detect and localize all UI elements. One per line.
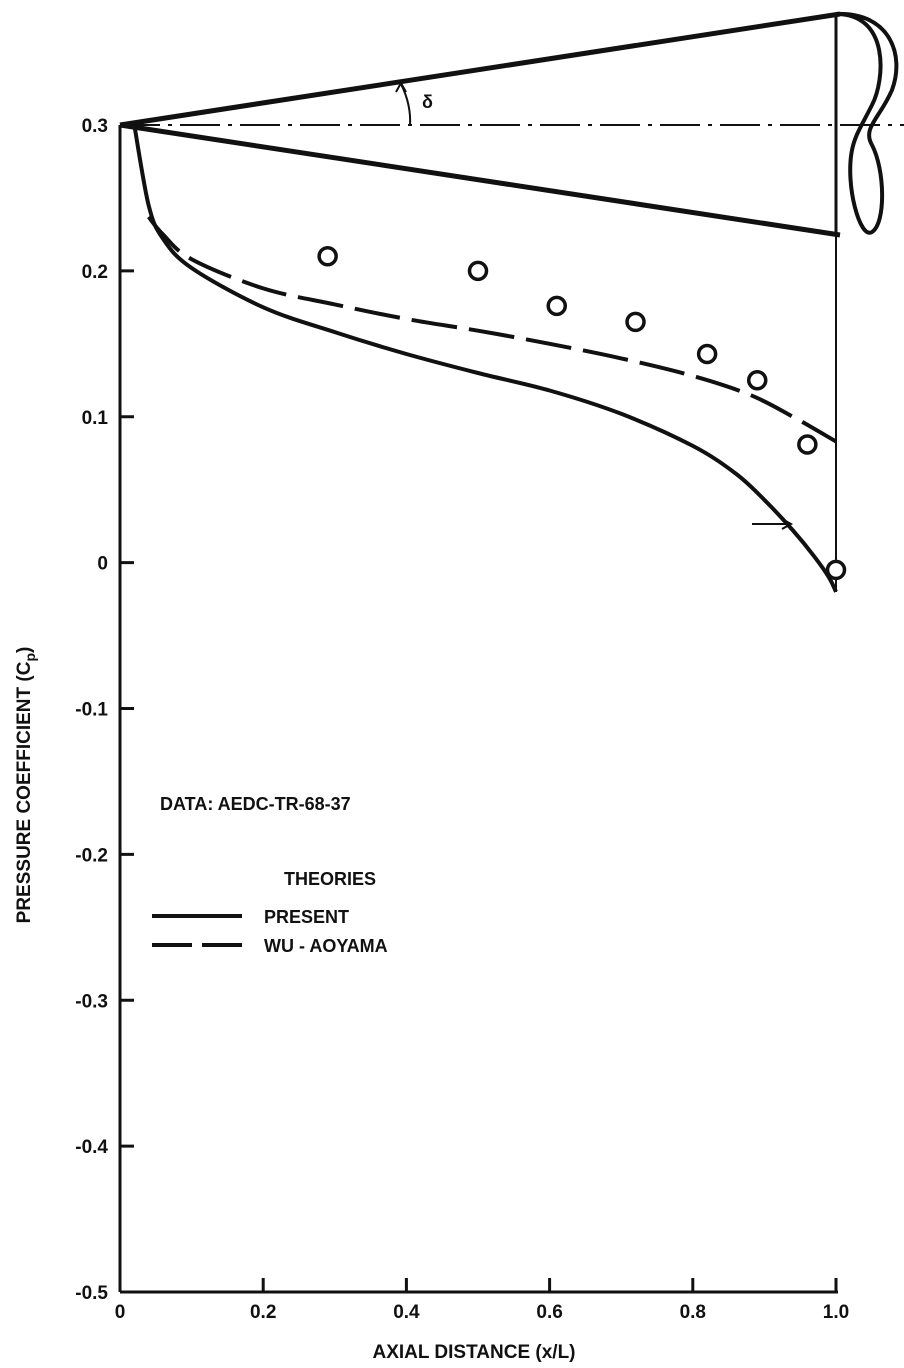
cone-illustration — [119, 11, 904, 238]
data-point-circle — [625, 311, 646, 333]
cone-upper-edge — [119, 11, 841, 128]
y-axis-title-main: PRESSURE COEFFICIENT (C — [14, 661, 35, 923]
data-point-circle — [797, 434, 818, 455]
x-tick-label: 0 — [115, 1302, 126, 1323]
cone-lower-edge — [119, 122, 841, 238]
axes — [118, 125, 838, 1294]
series-layer — [132, 124, 847, 593]
y-ticks: 0.3 0.2 0.1 0 -0.1 -0.2 -0.3 -0.4 -0.5 — [75, 116, 134, 1304]
data-point-circle — [696, 343, 718, 365]
y-tick-label: -0.2 — [75, 845, 108, 866]
cone-base-cross-section — [835, 11, 899, 235]
y-tick-label: -0.4 — [75, 1137, 108, 1158]
legend: PRESENT WU - AOYAMA — [152, 907, 388, 956]
series-line-wu-aoyama — [147, 215, 837, 444]
angle-label: δ — [422, 92, 433, 112]
data-point-circle — [746, 370, 768, 391]
series-line-present — [132, 124, 838, 593]
y-tick-label: 0 — [97, 554, 108, 575]
y-tick-label: 0.3 — [82, 116, 108, 137]
y-tick-label: -0.1 — [75, 700, 108, 721]
x-tick-label: 0.2 — [250, 1302, 276, 1323]
y-tick-label: 0.1 — [82, 408, 109, 429]
legend-wu-aoyama-label: WU - AOYAMA — [264, 936, 388, 956]
data-point-circle — [317, 246, 338, 267]
y-axis-title: PRESSURE COEFFICIENT (Cp) — [14, 647, 38, 924]
angle-arrow-icon — [395, 80, 407, 93]
x-tick-label: 1.0 — [823, 1302, 849, 1323]
legend-present-label: PRESENT — [264, 907, 349, 927]
x-tick-label: 0.6 — [536, 1302, 562, 1323]
data-source-label: DATA: AEDC-TR-68-37 — [160, 794, 351, 814]
y-tick-label: -0.5 — [75, 1283, 108, 1304]
data-point-circle — [467, 260, 489, 282]
data-point-circle — [825, 559, 847, 581]
y-tick-label: 0.2 — [82, 262, 108, 283]
x-tick-label: 0.4 — [393, 1302, 420, 1323]
x-ticks: 0 0.2 0.4 0.6 0.8 1.0 — [115, 1278, 849, 1323]
y-tick-label: -0.3 — [75, 991, 108, 1012]
flow-arrow-icon — [752, 518, 794, 530]
x-tick-label: 0.8 — [680, 1302, 706, 1323]
data-point-circle — [546, 295, 568, 317]
y-axis-title-close: ) — [14, 647, 35, 653]
y-axis-title-subscript: p — [22, 653, 38, 662]
legend-title: THEORIES — [284, 869, 376, 889]
x-axis-title: AXIAL DISTANCE (x/L) — [372, 1342, 575, 1363]
